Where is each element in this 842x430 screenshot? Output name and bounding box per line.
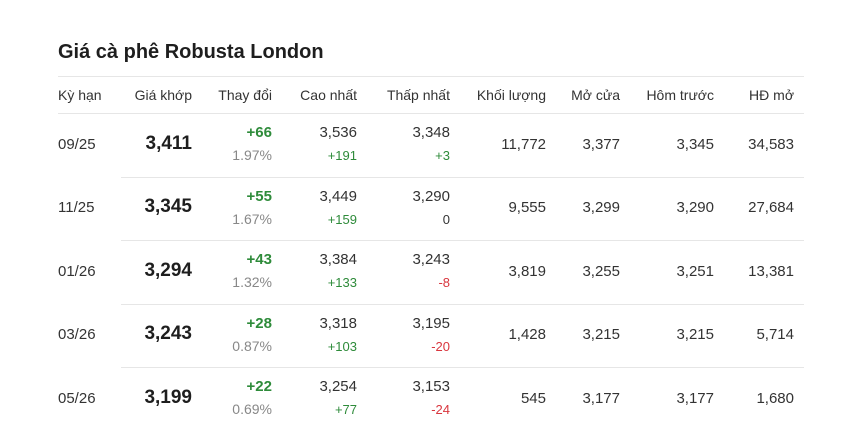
row-high: 3,449: [319, 187, 357, 205]
row-volume: 545: [520, 389, 546, 407]
row-high: 3,318: [319, 314, 357, 332]
row-open-interest: 27,684: [748, 199, 794, 217]
row-open: 3,177: [582, 389, 620, 407]
row-price: 3,199: [144, 386, 192, 408]
row-term: 11/25: [58, 199, 95, 217]
row-change: +66: [246, 124, 272, 141]
row-open-interest: 1,680: [756, 389, 794, 407]
row-volume: 9,555: [508, 199, 546, 217]
row-divider: [58, 113, 804, 114]
row-low: 3,195: [412, 314, 450, 332]
row-change: +22: [246, 378, 272, 395]
row-prev: 3,251: [676, 262, 714, 280]
row-high: 3,536: [319, 124, 357, 141]
row-low-change: +3: [435, 148, 450, 163]
row-high-change: +133: [327, 275, 357, 290]
header-open: Mở cửa: [571, 87, 620, 103]
row-divider: [121, 303, 804, 305]
row-open: 3,215: [582, 326, 620, 344]
header-prev: Hôm trước: [646, 87, 714, 103]
row-price: 3,345: [144, 196, 192, 218]
row-open: 3,255: [582, 262, 620, 280]
header-price: Giá khớp: [134, 87, 192, 103]
header-open-interest: HĐ mở: [749, 87, 794, 103]
row-low-change: -24: [431, 402, 450, 417]
row-open: 3,299: [582, 199, 620, 217]
row-high-change: +191: [327, 148, 357, 163]
row-price: 3,411: [145, 132, 193, 154]
row-prev: 3,215: [676, 326, 714, 344]
row-change-percent: 1.67%: [232, 210, 272, 227]
row-low-change: -8: [438, 275, 450, 290]
row-change-percent: 1.97%: [232, 147, 272, 163]
row-low: 3,290: [412, 187, 450, 205]
row-prev: 3,177: [676, 389, 714, 407]
row-low: 3,243: [412, 251, 450, 268]
row-prev: 3,345: [676, 135, 714, 153]
row-low: 3,348: [412, 124, 450, 141]
row-change: +28: [246, 314, 272, 332]
page-title: Giá cà phê Robusta London: [58, 41, 324, 63]
row-high-change: +159: [327, 211, 357, 227]
row-high-change: +103: [327, 338, 357, 354]
header-high: Cao nhất: [300, 87, 357, 103]
row-low-change: -20: [431, 338, 450, 354]
row-divider: [121, 367, 804, 368]
row-volume: 11,772: [501, 135, 546, 153]
row-open-interest: 34,583: [748, 135, 794, 153]
row-high: 3,384: [319, 251, 357, 268]
row-high-change: +77: [334, 402, 357, 417]
row-open-interest: 5,714: [756, 326, 794, 344]
row-change: +55: [246, 187, 272, 205]
header-term: Kỳ hạn: [58, 87, 102, 103]
header-change: Thay đổi: [218, 87, 272, 103]
header-divider: [58, 76, 804, 77]
header-low: Thấp nhất: [386, 87, 450, 103]
row-open: 3,377: [582, 135, 620, 153]
header-volume: Khối lượng: [476, 87, 546, 103]
row-low-change: 0: [442, 211, 450, 227]
row-prev: 3,290: [676, 199, 714, 217]
row-divider: [121, 176, 804, 178]
row-volume: 1,428: [508, 326, 546, 344]
row-change-percent: 0.87%: [232, 337, 272, 354]
row-high: 3,254: [319, 378, 357, 395]
row-open-interest: 13,381: [748, 262, 794, 280]
row-low: 3,153: [412, 378, 450, 395]
row-price: 3,243: [144, 323, 192, 345]
row-term: 09/25: [58, 135, 96, 153]
row-term: 05/26: [58, 389, 96, 407]
row-change: +43: [246, 251, 272, 268]
row-term: 03/26: [58, 326, 96, 344]
row-change-percent: 1.32%: [232, 274, 272, 290]
row-term: 01/26: [58, 262, 96, 280]
row-volume: 3,819: [508, 262, 546, 280]
row-divider: [121, 240, 804, 241]
row-change-percent: 0.69%: [232, 401, 272, 417]
row-price: 3,294: [144, 259, 192, 281]
